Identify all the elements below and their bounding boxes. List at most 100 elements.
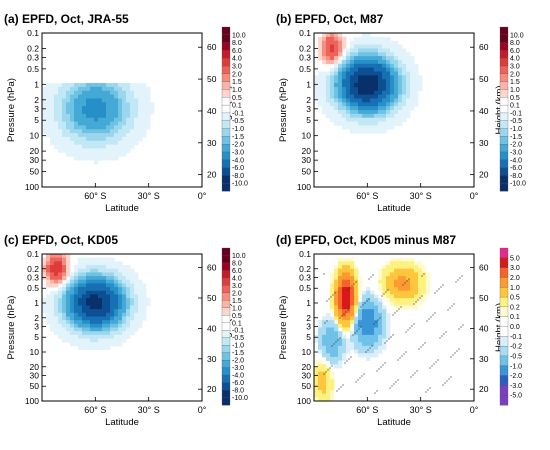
field-cell bbox=[366, 56, 371, 61]
field-cell bbox=[362, 117, 367, 122]
field-cell bbox=[398, 298, 403, 303]
field-cell bbox=[346, 349, 351, 354]
field-cell bbox=[62, 265, 67, 270]
field-cell bbox=[94, 298, 99, 303]
stipple-dot bbox=[418, 348, 420, 350]
field-cell bbox=[138, 110, 143, 115]
field-cell bbox=[70, 86, 75, 92]
field-cell bbox=[114, 327, 119, 332]
field-cell bbox=[78, 298, 83, 303]
field-cell bbox=[118, 279, 123, 284]
field-cell bbox=[358, 63, 363, 69]
field-cell bbox=[406, 71, 411, 76]
field-cell bbox=[354, 331, 359, 336]
field-cell bbox=[374, 327, 379, 332]
field-cell bbox=[346, 323, 351, 328]
field-cell bbox=[98, 298, 103, 303]
field-cell bbox=[386, 323, 391, 328]
field-cell bbox=[330, 106, 335, 111]
field-cell bbox=[418, 294, 423, 299]
field-cell bbox=[66, 279, 71, 284]
field-cell bbox=[374, 52, 379, 57]
field-cell bbox=[394, 298, 399, 303]
field-cell bbox=[358, 86, 363, 92]
field-cell bbox=[358, 79, 363, 84]
stipple-dot bbox=[441, 335, 443, 337]
height-tick-label: 30 bbox=[207, 138, 217, 148]
field-cell bbox=[138, 279, 143, 284]
field-cell bbox=[322, 393, 327, 398]
field-cell bbox=[86, 265, 91, 270]
field-cell bbox=[42, 257, 47, 262]
stipple-dot bbox=[369, 347, 371, 349]
field-cell bbox=[386, 90, 391, 95]
field-cell bbox=[330, 338, 335, 343]
colorbar-label: 3.0 bbox=[232, 64, 242, 71]
field-cell bbox=[354, 129, 359, 134]
field-cell bbox=[46, 268, 51, 273]
field-cell bbox=[46, 113, 51, 119]
field-cell bbox=[94, 98, 99, 103]
stipple-dot bbox=[450, 376, 452, 378]
field-cell bbox=[106, 279, 111, 284]
field-cell bbox=[382, 117, 387, 122]
field-cell bbox=[378, 59, 383, 65]
field-cell bbox=[366, 129, 371, 134]
stipple-dot bbox=[423, 273, 425, 275]
colorbar-label: 4.0 bbox=[232, 56, 242, 63]
field-cell bbox=[130, 301, 135, 306]
stipple-dot bbox=[449, 307, 451, 309]
field-cell bbox=[82, 327, 87, 332]
field-cell bbox=[50, 136, 55, 142]
field-cell bbox=[62, 323, 67, 328]
field-cell bbox=[114, 98, 119, 103]
colorbar-label: 0.1 bbox=[232, 320, 242, 327]
field-cell bbox=[106, 121, 111, 126]
stipple-dot bbox=[339, 317, 341, 319]
field-cell bbox=[322, 48, 327, 53]
field-cell bbox=[362, 75, 367, 80]
field-cell bbox=[102, 257, 107, 262]
field-cell bbox=[326, 75, 331, 80]
field-cell bbox=[378, 56, 383, 61]
field-cell bbox=[414, 86, 419, 92]
field-cell bbox=[62, 316, 67, 321]
field-cell bbox=[394, 75, 399, 80]
field-cell bbox=[338, 298, 343, 303]
field-cell bbox=[414, 279, 419, 284]
field-cell bbox=[342, 305, 347, 310]
field-cell bbox=[94, 133, 99, 138]
field-cell bbox=[394, 283, 399, 288]
field-cell bbox=[78, 283, 83, 288]
field-cell bbox=[90, 283, 95, 288]
field-cell bbox=[106, 113, 111, 119]
field-cell bbox=[50, 316, 55, 321]
field-cell bbox=[82, 301, 87, 306]
field-cell bbox=[82, 268, 87, 273]
field-cell bbox=[98, 94, 103, 99]
field-cell bbox=[402, 272, 407, 277]
colorbar: 5.03.02.01.00.50.20.10.0-0.1-0.2-0.5-1.0… bbox=[499, 247, 522, 406]
field-cell bbox=[74, 98, 79, 103]
field-cell bbox=[130, 113, 135, 119]
field-cell bbox=[54, 133, 59, 138]
field-cell bbox=[370, 121, 375, 126]
field-cell bbox=[46, 279, 51, 284]
field-cell bbox=[98, 90, 103, 95]
field-cell bbox=[86, 257, 91, 262]
colorbar-swatch bbox=[221, 315, 231, 324]
field-cell bbox=[78, 86, 83, 92]
field-cell bbox=[134, 125, 139, 130]
field-cell bbox=[142, 298, 147, 303]
field-cell bbox=[94, 312, 99, 317]
field-cell bbox=[78, 265, 83, 270]
field-cell bbox=[86, 152, 91, 157]
field-cell bbox=[54, 113, 59, 119]
field-cell bbox=[402, 102, 407, 107]
y-tick-label: 3 bbox=[34, 104, 39, 114]
field-cell bbox=[70, 342, 75, 347]
stipple-dot bbox=[421, 295, 423, 297]
stipple-dot bbox=[344, 362, 346, 364]
field-cell bbox=[138, 102, 143, 107]
field-cell bbox=[126, 133, 131, 138]
